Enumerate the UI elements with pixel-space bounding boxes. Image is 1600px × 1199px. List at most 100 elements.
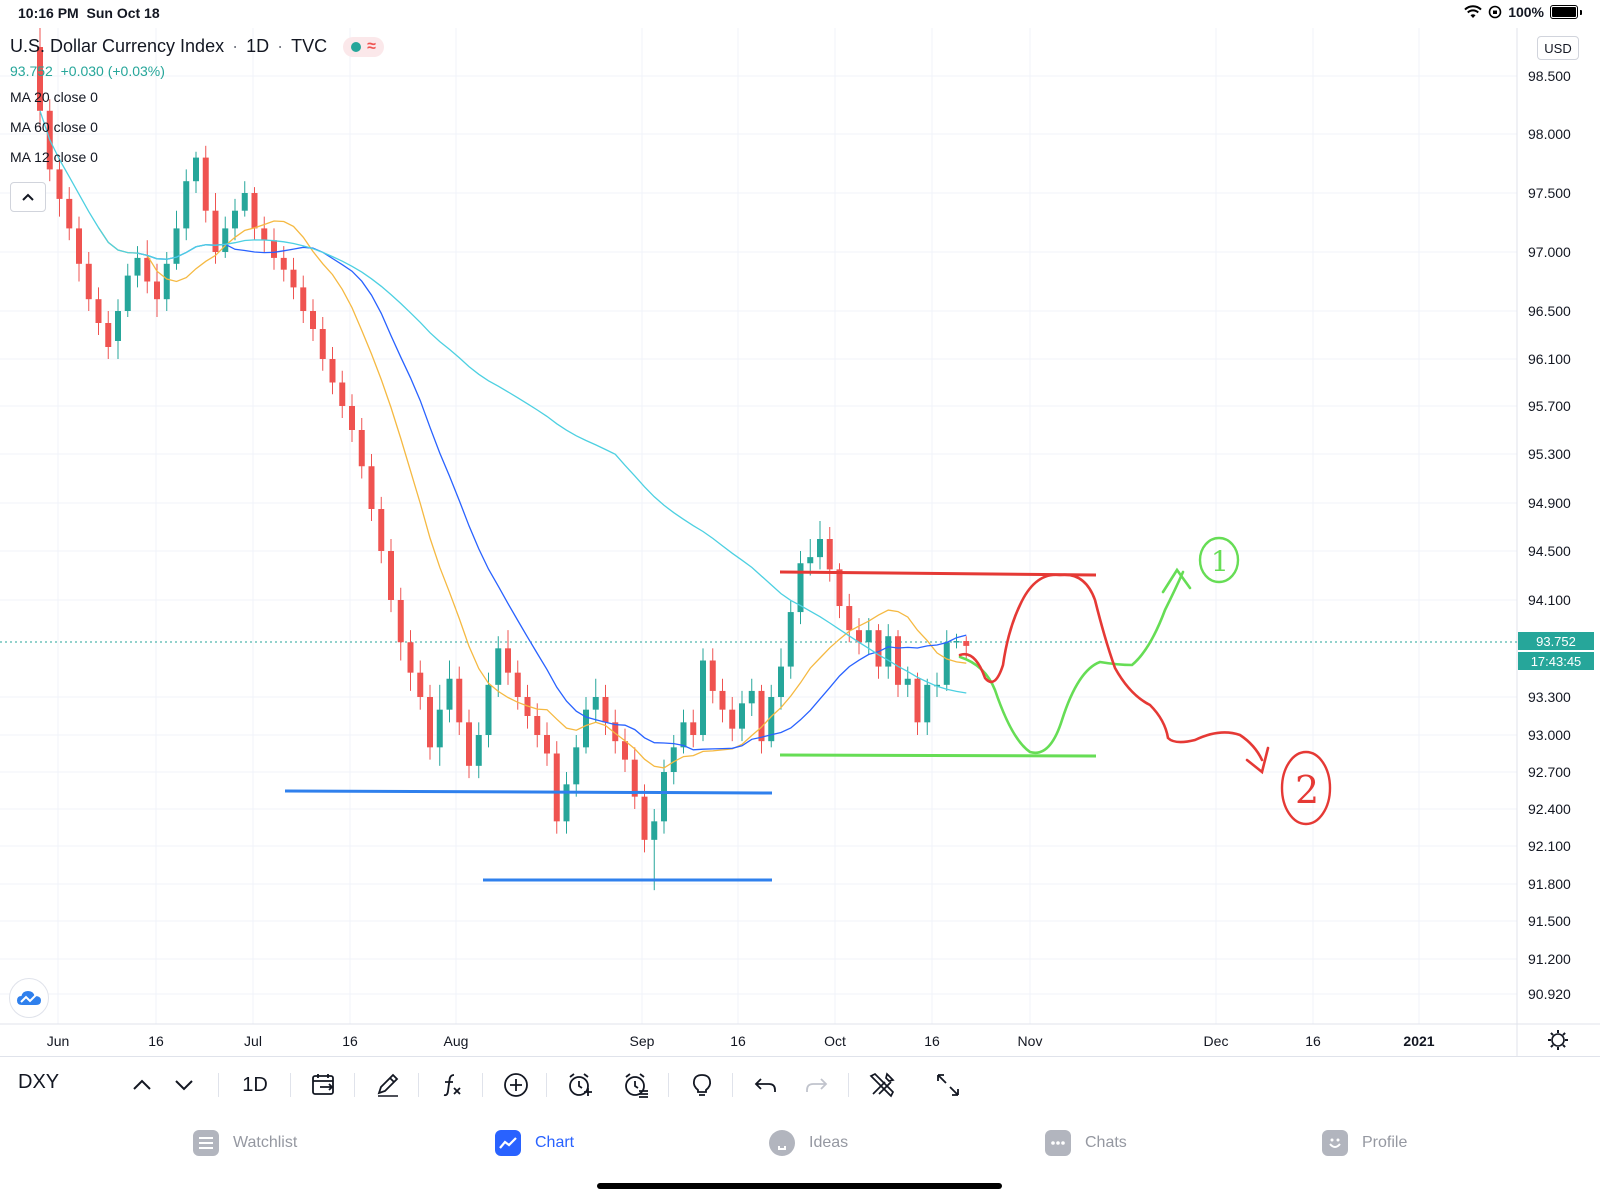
time-axis-label: 16 [148, 1033, 164, 1049]
resistance-line [779, 570, 1097, 577]
tab-chart[interactable]: Chart [495, 1128, 574, 1158]
candle-body [388, 551, 394, 600]
candle-body [202, 157, 209, 211]
candle-body [290, 269, 297, 288]
time-axis-label: Oct [824, 1033, 846, 1049]
candle-body [212, 210, 219, 252]
indicators-button[interactable] [436, 1065, 468, 1105]
chart-settings-icon[interactable] [1548, 1030, 1568, 1050]
candle-body [690, 722, 697, 735]
redo-button[interactable] [800, 1065, 832, 1105]
tools-icon [869, 1072, 895, 1098]
candle-body [739, 703, 745, 729]
price-axis-label: 94.100 [1528, 592, 1571, 608]
scenario-2-circle [1280, 750, 1332, 826]
support-line-green [779, 753, 1097, 758]
indicator-ma60[interactable]: MA 60 close 0 [10, 119, 98, 135]
candle-body [241, 193, 248, 211]
ma12-line [97, 220, 967, 769]
price-axis-label: 94.500 [1528, 543, 1571, 559]
candle-body [271, 240, 277, 258]
candle-body [846, 606, 853, 631]
scenario-2-arrow [1245, 746, 1270, 775]
legend-interval: 1D [246, 36, 270, 56]
ideas-button[interactable] [686, 1065, 718, 1105]
candle-body [680, 722, 687, 748]
price-axis-label: 98.500 [1528, 68, 1571, 84]
tradingview-logo-button[interactable] [9, 978, 49, 1018]
candle-body [670, 747, 677, 772]
candle-body [622, 741, 628, 760]
legend-quote: 93.752 +0.030 (+0.03%) [10, 63, 384, 79]
candle-body [856, 630, 862, 643]
tab-chats[interactable]: Chats [1045, 1128, 1127, 1158]
tab-watchlist[interactable]: Watchlist [193, 1128, 297, 1158]
indicator-ma20[interactable]: MA 20 close 0 [10, 89, 98, 105]
candle-body [583, 709, 589, 748]
price-axis-label: 96.100 [1528, 351, 1571, 367]
scenario-2-label: 2 [1295, 768, 1319, 812]
candle-body [66, 198, 73, 229]
legend-exchange: TVC [291, 36, 328, 56]
candle-body [232, 210, 238, 229]
time-axis-label: 16 [730, 1033, 746, 1049]
candle-body [885, 636, 892, 667]
symbol-button[interactable]: DXY [18, 1071, 60, 1093]
price-axis-label: 97.500 [1528, 185, 1571, 201]
drawing-tools-button[interactable] [372, 1065, 404, 1105]
price-axis-label: 97.000 [1528, 244, 1571, 260]
candle-body [85, 263, 92, 300]
candle-body [456, 678, 463, 723]
candle-body [768, 697, 775, 742]
market-status-badge[interactable]: ≈ [343, 36, 384, 57]
time-axis-label: Jun [47, 1033, 70, 1049]
add-button[interactable] [500, 1065, 532, 1105]
plus-circle-icon [504, 1073, 528, 1097]
collapse-legend-button[interactable] [10, 182, 46, 212]
next-symbol-button[interactable] [170, 1065, 198, 1105]
price-axis-label: 91.800 [1528, 876, 1571, 892]
interval-button[interactable]: 1D [242, 1073, 268, 1096]
candle-body [144, 257, 151, 282]
indicator-ma12[interactable]: MA 12 close 0 [10, 149, 98, 165]
expand-icon [937, 1074, 959, 1096]
time-axis-label: Dec [1204, 1033, 1229, 1049]
compare-dates-button[interactable] [308, 1065, 340, 1105]
candle-body [154, 281, 160, 300]
fullscreen-button[interactable] [932, 1065, 964, 1105]
candle-body [466, 722, 472, 766]
alarm-list-icon [625, 1073, 648, 1098]
candle-body [329, 359, 336, 383]
candle-body [222, 228, 229, 252]
candle-body [261, 228, 268, 241]
undo-button[interactable] [750, 1065, 782, 1105]
price-chart[interactable]: 98.500 98.000 97.500 97.000 96.500 96.100 95.7… [0, 28, 1600, 1056]
settings-tools-button[interactable] [866, 1065, 898, 1105]
watchlist-icon [193, 1130, 219, 1156]
candle-body [505, 648, 511, 673]
candle-body [37, 47, 43, 111]
tab-ideas[interactable]: Ideas [769, 1128, 848, 1158]
tab-profile[interactable]: Profile [1322, 1128, 1407, 1158]
candle-body [914, 678, 921, 723]
chart-area[interactable]: 98.500 98.000 97.500 97.000 96.500 96.100 95.7… [0, 28, 1600, 1056]
candle-body [904, 678, 911, 685]
alarm-plus-icon [569, 1073, 592, 1096]
symbol-name[interactable]: U.S. Dollar Currency Index [10, 36, 225, 56]
price-axis-label: 91.500 [1528, 913, 1571, 929]
add-alert-button[interactable] [564, 1065, 596, 1105]
candle-body [924, 684, 931, 723]
currency-button[interactable]: USD [1537, 36, 1579, 60]
candle-body [661, 772, 667, 822]
price-axis-label: 92.100 [1528, 838, 1571, 854]
previous-symbol-button[interactable] [128, 1065, 156, 1105]
candle-body [407, 642, 414, 673]
status-bar: 10:16 PM Sun Oct 18 100% [0, 0, 1600, 28]
candle-body [280, 257, 287, 270]
candle-body [836, 569, 843, 607]
time-axis-label: 2021 [1403, 1033, 1434, 1049]
candle-body [612, 722, 619, 742]
candle-body [778, 666, 784, 697]
candle-body [368, 466, 375, 509]
alerts-list-button[interactable] [620, 1065, 652, 1105]
